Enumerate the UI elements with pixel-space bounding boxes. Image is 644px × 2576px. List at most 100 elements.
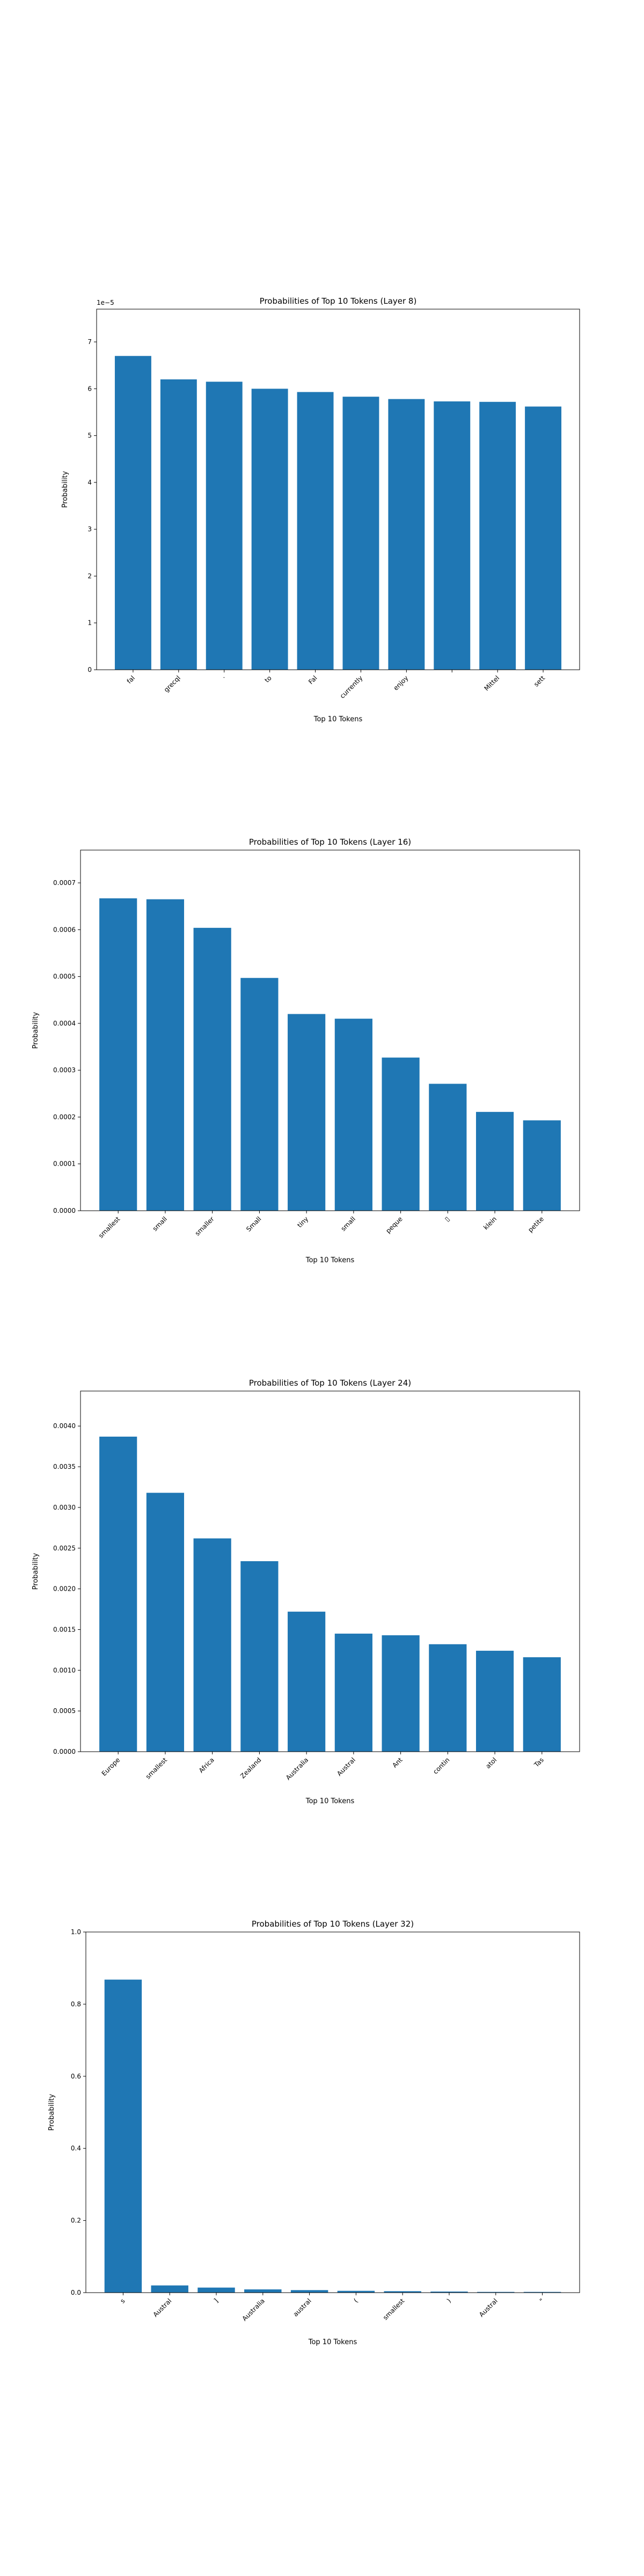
x-tick-label: Austral: [151, 2297, 173, 2318]
y-tick-label: 0.0025: [53, 1545, 76, 1552]
y-tick-label: 0.0003: [53, 1066, 76, 1074]
y-tick-label: 1.0: [71, 1928, 81, 1936]
x-tick-label: ): [445, 2297, 452, 2304]
x-tick-label: ▯: [443, 1215, 451, 1223]
y-axis-label: Probability: [32, 1012, 40, 1049]
y-offset-text: 1e−5: [97, 299, 114, 306]
bar: [434, 401, 471, 670]
chart-title: Probabilities of Top 10 Tokens (Layer 24…: [249, 1378, 411, 1388]
y-tick-label: 5: [87, 432, 92, 440]
y-tick-label: 0: [87, 666, 92, 674]
bar: [525, 406, 562, 670]
plot-frame: [80, 850, 580, 1211]
y-tick-label: 0.0030: [53, 1504, 76, 1511]
bar: [342, 397, 379, 670]
bar-chart-layer-3: Probabilities of Top 10 Tokens (Layer 32…: [48, 1919, 580, 2346]
x-tick-label: enjoy: [392, 674, 409, 692]
y-tick-label: 0.0001: [53, 1160, 76, 1168]
bar: [251, 389, 288, 670]
x-tick-label: Africa: [197, 1756, 216, 1774]
y-tick-label: 0.0006: [53, 926, 76, 933]
x-tick-label: smallest: [144, 1756, 169, 1781]
bar: [475, 1650, 514, 1752]
bar: [523, 1657, 561, 1752]
bar: [151, 2285, 188, 2293]
bar: [475, 1111, 514, 1211]
bar: [523, 1120, 561, 1211]
x-tick-label: small: [151, 1215, 169, 1233]
bar: [477, 2292, 515, 2293]
bar: [429, 1084, 467, 1211]
bar-chart-layer-0: Probabilities of Top 10 Tokens (Layer 8)…: [61, 296, 580, 723]
y-tick-label: 4: [87, 479, 92, 486]
x-tick-label: contin: [431, 1756, 451, 1775]
bar: [523, 2292, 561, 2293]
x-tick-label: Mittel: [482, 674, 501, 692]
y-tick-label: 0.0000: [53, 1748, 76, 1755]
y-tick-label: 0.2: [71, 2217, 81, 2224]
y-tick-label: 0.0015: [53, 1626, 76, 1633]
bar: [206, 382, 243, 670]
y-tick-label: 0.0010: [53, 1666, 76, 1674]
x-tick-label: smallest: [382, 2297, 406, 2322]
bar: [99, 898, 137, 1211]
x-tick-label: Ant: [391, 1756, 404, 1769]
bar: [479, 401, 516, 670]
y-axis-label: Probability: [48, 2094, 56, 2131]
y-tick-label: 0.0020: [53, 1585, 76, 1593]
x-tick-label: fal: [126, 674, 136, 685]
y-axis-label: Probability: [32, 1553, 40, 1590]
x-tick-label: Europe: [100, 1756, 122, 1777]
x-tick-label: s: [119, 2297, 126, 2304]
x-tick-label: ]: [213, 2297, 219, 2304]
bar: [240, 1561, 279, 1752]
y-tick-label: 6: [87, 385, 92, 392]
x-tick-label: ": [538, 2297, 546, 2304]
x-tick-label: grecql: [163, 674, 182, 693]
x-tick-label: Tas: [532, 1756, 545, 1769]
y-tick-label: 0.0005: [53, 1707, 76, 1715]
bar: [388, 399, 425, 670]
x-tick-label: Zealand: [239, 1756, 262, 1780]
x-tick-label: (: [352, 2297, 359, 2304]
bar: [288, 1014, 326, 1211]
y-tick-label: 0.0000: [53, 1207, 76, 1214]
x-tick-label: petite: [526, 1215, 545, 1234]
bar: [197, 2287, 235, 2293]
x-tick-label: tiny: [296, 1215, 310, 1229]
bar: [382, 1635, 420, 1752]
x-tick-label: atol: [484, 1756, 498, 1770]
bar: [384, 2291, 421, 2293]
plot-frame: [96, 309, 580, 670]
bar: [114, 356, 151, 670]
y-tick-label: 0.0007: [53, 879, 76, 887]
y-tick-label: 0.0004: [53, 1020, 76, 1027]
bar: [146, 899, 185, 1211]
y-axis-label: Probability: [61, 471, 69, 508]
y-tick-label: 0.8: [71, 2000, 81, 2008]
bar: [297, 392, 334, 670]
y-tick-label: 0.0: [71, 2289, 81, 2296]
x-tick-label: to: [263, 674, 273, 684]
x-tick-label: smallest: [97, 1215, 122, 1240]
bar: [429, 1644, 467, 1752]
x-tick-label: currently: [339, 674, 364, 700]
x-tick-label: sett: [532, 674, 546, 688]
x-tick-label: austral: [291, 2297, 312, 2318]
x-tick-label: Australia: [240, 2297, 266, 2322]
x-tick-label: Australia: [284, 1756, 310, 1781]
bar: [193, 1538, 231, 1752]
bar: [104, 1979, 142, 2293]
bar: [160, 379, 197, 670]
x-tick-label: smaller: [194, 1215, 216, 1237]
bar: [288, 1612, 326, 1752]
bar: [334, 1019, 372, 1211]
x-tick-label: small: [339, 1215, 357, 1233]
plot-frame: [80, 1391, 580, 1752]
bar: [430, 2291, 468, 2293]
bar: [382, 1057, 420, 1211]
bar: [99, 1436, 137, 1752]
x-tick-label: Small: [245, 1215, 262, 1233]
y-tick-label: 0.0040: [53, 1422, 76, 1430]
